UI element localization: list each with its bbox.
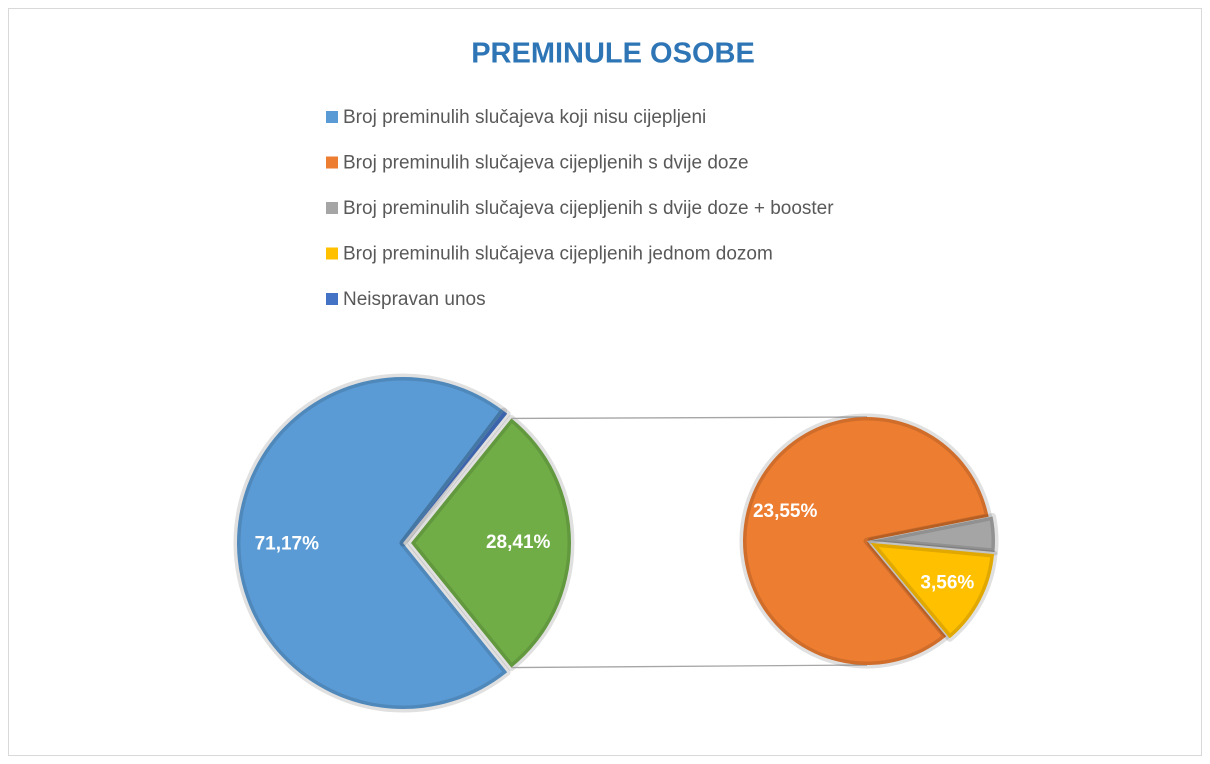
legend-label: Neispravan unos [343,289,486,310]
legend-label: Broj preminulih slučajeva cijepljenih je… [343,244,773,265]
legend-swatch [326,111,338,123]
legend-swatch [326,156,338,169]
legend-label: Broj preminulih slučajeva cijepljenih s … [343,198,834,219]
data-label: 28,41% [486,532,551,553]
legend-swatch [326,293,338,305]
pie-slice [233,373,511,713]
pie-slice [739,413,993,669]
data-label: 3,56% [920,572,974,593]
legend-swatch [326,247,338,260]
data-label: 71,17% [255,534,320,555]
chart-title: PREMINULE OSOBE [471,38,755,70]
connector-line [511,664,868,669]
connector-line [511,416,868,420]
pie-slice [399,407,511,547]
legend-label: Broj preminulih slučajeva koji nisu cije… [343,107,706,128]
chart-frame [8,8,1202,756]
pie-slice [867,539,998,642]
data-label: 23,55% [753,501,818,522]
legend-label: Broj preminulih slučajeva cijepljenih s … [343,153,749,174]
legend-swatch [326,202,338,214]
pie-slice-other [407,414,575,672]
pie-slice [867,513,999,556]
